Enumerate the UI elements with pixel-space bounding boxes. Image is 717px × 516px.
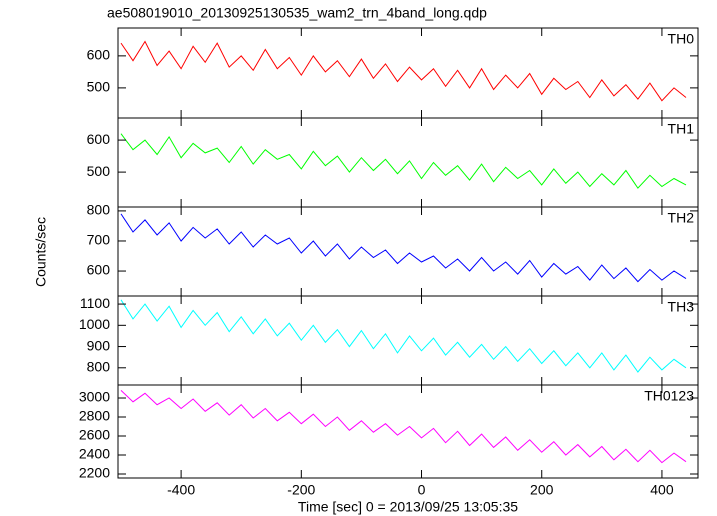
panel-label: TH0123 bbox=[644, 388, 694, 404]
y-tick-label: 600 bbox=[87, 47, 111, 63]
y-tick-label: 2600 bbox=[79, 427, 110, 443]
panel-label: TH0 bbox=[668, 31, 695, 47]
y-axis-label: Counts/sec bbox=[33, 217, 49, 287]
panel-frame bbox=[117, 206, 699, 297]
series-line bbox=[120, 213, 687, 283]
x-axis-label: Time [sec] 0 = 2013/09/25 13:05:35 bbox=[298, 499, 518, 515]
x-tick-label: -200 bbox=[287, 482, 315, 498]
y-tick-label: 600 bbox=[87, 131, 111, 147]
y-tick-label: 2800 bbox=[79, 408, 110, 424]
y-tick-label: 1100 bbox=[80, 295, 110, 311]
y-tick-label: 2200 bbox=[79, 465, 110, 481]
y-tick-label: 800 bbox=[87, 358, 111, 374]
y-tick-label: 500 bbox=[87, 163, 111, 179]
x-tick-label: 200 bbox=[530, 482, 554, 498]
panel-frame bbox=[117, 27, 699, 119]
series-line bbox=[120, 390, 687, 464]
panel-label: TH1 bbox=[668, 121, 695, 137]
y-tick-label: 500 bbox=[87, 79, 111, 95]
y-tick-label: 2400 bbox=[79, 446, 110, 462]
panel-label: TH3 bbox=[668, 299, 695, 315]
y-tick-label: 900 bbox=[87, 337, 111, 353]
series-line bbox=[120, 40, 687, 102]
y-tick-label: 1000 bbox=[79, 316, 110, 332]
y-tick-label: 800 bbox=[87, 202, 111, 218]
series-line bbox=[120, 299, 687, 373]
y-tick-label: 700 bbox=[87, 232, 111, 248]
series-line bbox=[120, 133, 687, 189]
panel-frame bbox=[117, 384, 699, 479]
panel-label: TH2 bbox=[668, 210, 695, 226]
x-tick-label: 0 bbox=[418, 482, 426, 498]
y-tick-label: 3000 bbox=[79, 389, 110, 405]
x-tick-label: -400 bbox=[167, 482, 195, 498]
y-tick-label: 600 bbox=[87, 262, 111, 278]
chart-title: ae508019010_20130925130535_wam2_trn_4ban… bbox=[107, 5, 487, 21]
panel-frame bbox=[117, 295, 699, 386]
x-tick-label: 400 bbox=[650, 482, 674, 498]
